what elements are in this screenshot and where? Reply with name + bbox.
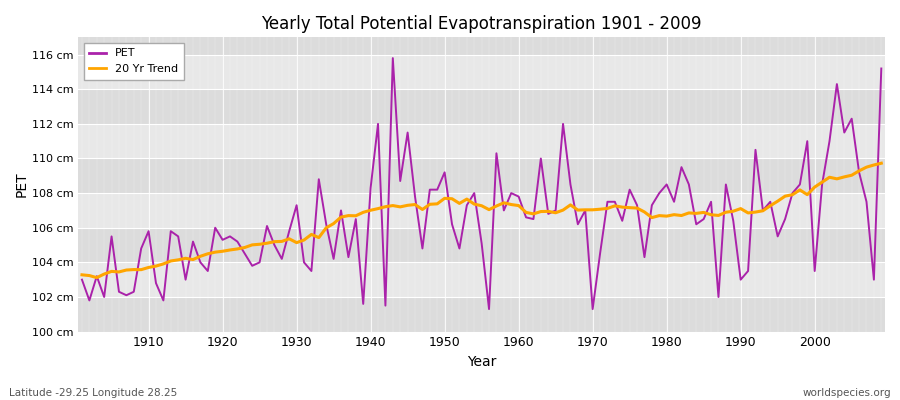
Bar bbox=[78, 262, 885, 297]
Bar bbox=[78, 297, 885, 332]
Bar bbox=[78, 89, 885, 124]
PET bbox=[876, 66, 886, 71]
20 Yr Trend bbox=[306, 232, 317, 237]
20 Yr Trend bbox=[92, 275, 103, 280]
Text: worldspecies.org: worldspecies.org bbox=[803, 388, 891, 398]
20 Yr Trend bbox=[876, 161, 886, 166]
Legend: PET, 20 Yr Trend: PET, 20 Yr Trend bbox=[84, 43, 184, 80]
20 Yr Trend bbox=[350, 213, 361, 218]
PET bbox=[343, 255, 354, 260]
PET bbox=[387, 56, 398, 60]
Bar bbox=[78, 124, 885, 158]
20 Yr Trend bbox=[513, 203, 524, 208]
Bar bbox=[78, 55, 885, 89]
Bar bbox=[78, 158, 885, 193]
Y-axis label: PET: PET bbox=[15, 172, 29, 197]
Title: Yearly Total Potential Evapotranspiration 1901 - 2009: Yearly Total Potential Evapotranspiratio… bbox=[261, 15, 702, 33]
20 Yr Trend bbox=[76, 272, 87, 277]
PET bbox=[520, 215, 531, 220]
Line: 20 Yr Trend: 20 Yr Trend bbox=[82, 163, 881, 278]
X-axis label: Year: Year bbox=[467, 355, 496, 369]
Bar bbox=[78, 193, 885, 228]
20 Yr Trend bbox=[520, 210, 531, 215]
PET bbox=[299, 260, 310, 265]
PET bbox=[136, 246, 147, 251]
PET bbox=[76, 277, 87, 282]
PET bbox=[483, 307, 494, 312]
Line: PET: PET bbox=[82, 58, 881, 309]
PET bbox=[616, 218, 627, 223]
20 Yr Trend bbox=[609, 204, 620, 208]
Bar bbox=[78, 228, 885, 262]
Text: Latitude -29.25 Longitude 28.25: Latitude -29.25 Longitude 28.25 bbox=[9, 388, 177, 398]
20 Yr Trend bbox=[143, 265, 154, 270]
PET bbox=[528, 217, 539, 222]
